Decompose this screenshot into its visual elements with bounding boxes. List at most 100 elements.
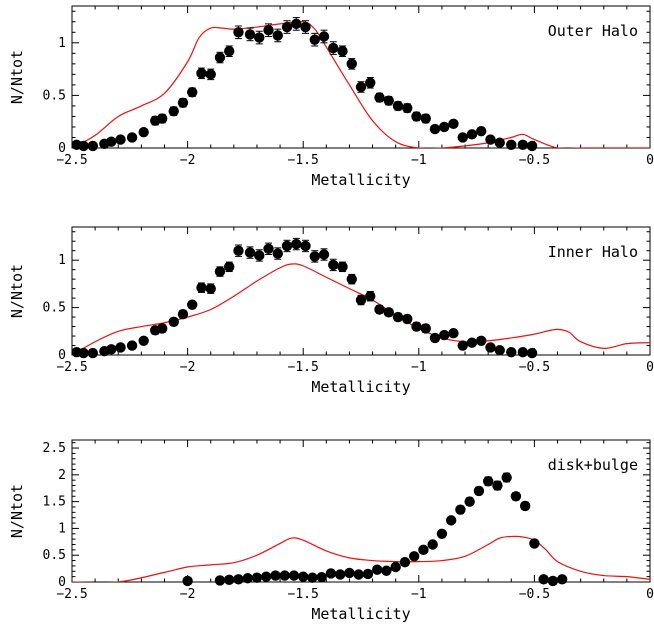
inner-halo-panel: −2.5 −2 −1.5 −1 −0.5 0 0 0.5 1 Metallicity N/Ntot I… <box>8 226 654 396</box>
disk-bulge-plot-frame <box>71 439 651 583</box>
data-point <box>390 561 401 573</box>
data-point <box>138 127 149 138</box>
x-tick-label: −2.5 <box>56 153 87 168</box>
y-tick-label: 2.5 <box>43 441 66 456</box>
data-point <box>485 342 496 353</box>
data-point <box>205 69 216 80</box>
data-point <box>205 283 216 294</box>
data-point <box>402 102 413 114</box>
data-point <box>439 329 450 341</box>
data-point <box>309 34 320 45</box>
data-point <box>411 321 422 332</box>
data-point <box>529 538 540 549</box>
data-point <box>126 132 138 143</box>
data-point <box>224 46 235 57</box>
data-point <box>196 282 207 293</box>
data-point <box>355 294 367 306</box>
data-point <box>156 113 168 124</box>
data-point <box>383 307 394 318</box>
data-point <box>254 32 265 43</box>
data-point <box>399 556 411 568</box>
y-tick-label: 1 <box>58 253 66 268</box>
data-point <box>501 472 512 483</box>
y-tick-label: 0 <box>58 141 66 156</box>
data-point <box>381 565 392 576</box>
data-point <box>526 140 538 152</box>
data-point <box>427 539 438 550</box>
data-point <box>328 259 339 271</box>
data-point <box>420 113 431 124</box>
data-point <box>263 243 274 255</box>
x-tick-label: −1.5 <box>288 587 319 602</box>
data-point <box>318 31 330 42</box>
data-point <box>187 299 198 310</box>
data-point <box>270 570 281 581</box>
x-tick-label: −2 <box>180 587 196 602</box>
data-point <box>492 480 503 491</box>
data-point <box>242 573 253 584</box>
data-point <box>261 571 272 582</box>
x-tick-label: −1 <box>411 360 427 375</box>
data-point <box>224 261 235 273</box>
data-point <box>538 574 549 585</box>
data-point <box>281 240 293 252</box>
data-point <box>448 327 459 339</box>
model-curve <box>72 263 650 355</box>
data-point <box>244 247 256 258</box>
data-point <box>126 340 138 351</box>
data-point <box>316 571 327 583</box>
data-point <box>291 18 302 30</box>
data-point <box>251 572 263 583</box>
data-point <box>325 568 337 579</box>
data-point <box>436 528 448 539</box>
data-point <box>224 574 235 586</box>
x-tick-label: −0.5 <box>519 153 550 168</box>
data-point <box>494 345 505 356</box>
data-point <box>254 250 265 261</box>
data-point <box>355 81 367 93</box>
inner-halo-plot-frame <box>71 226 651 356</box>
x-axis-label: Metallicity <box>311 171 410 189</box>
data-point <box>506 139 517 151</box>
data-point <box>78 140 89 152</box>
data-point <box>300 21 311 33</box>
data-point <box>362 568 374 580</box>
x-tick-label: −2 <box>180 360 196 375</box>
data-point <box>374 92 385 103</box>
y-tick-label: 1 <box>58 521 66 536</box>
data-point <box>365 77 376 88</box>
data-point <box>233 245 244 256</box>
data-point <box>177 97 189 108</box>
outer-halo-plot-frame <box>71 5 651 149</box>
data-point <box>408 551 420 562</box>
data-point <box>187 87 198 98</box>
data-point <box>307 572 318 583</box>
data-point <box>476 125 487 137</box>
data-point <box>214 52 226 63</box>
data-point <box>291 238 302 250</box>
data-point <box>279 570 290 581</box>
data-point <box>309 251 320 262</box>
data-point <box>457 340 468 351</box>
data-point <box>466 337 478 348</box>
data-point <box>298 571 309 582</box>
data-point <box>346 58 357 70</box>
data-point <box>233 574 244 585</box>
x-tick-label: −1.5 <box>288 360 319 375</box>
x-tick-label: 0 <box>646 360 654 375</box>
x-tick-label: −1 <box>411 587 427 602</box>
data-point <box>402 313 413 325</box>
data-point <box>346 273 357 285</box>
data-point <box>344 567 355 579</box>
data-point <box>466 129 478 140</box>
y-tick-label: 2 <box>58 468 66 483</box>
data-point <box>288 570 300 581</box>
x-tick-label: −2.5 <box>56 360 87 375</box>
x-tick-label: 0 <box>646 153 654 168</box>
y-tick-label: 0.5 <box>43 548 66 563</box>
data-point <box>556 574 568 585</box>
data-point <box>318 249 330 260</box>
y-axis-label: N/Ntot <box>8 484 26 538</box>
panel-annotation: disk+bulge <box>548 456 638 474</box>
